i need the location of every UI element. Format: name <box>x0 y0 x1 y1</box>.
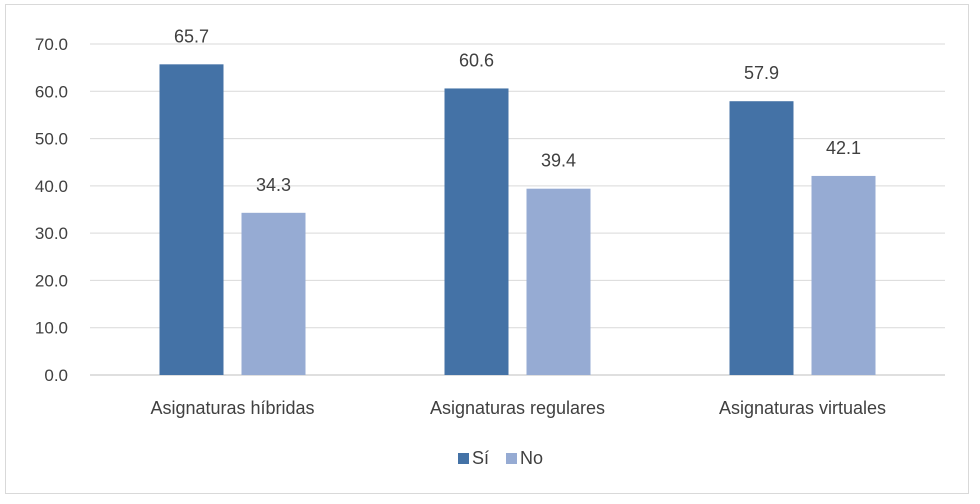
y-tick-label: 30.0 <box>35 224 68 243</box>
data-label: 60.6 <box>459 50 494 70</box>
category-label: Asignaturas virtuales <box>719 398 886 418</box>
data-label: 39.4 <box>541 151 576 171</box>
data-label: 42.1 <box>826 138 861 158</box>
y-tick-label: 0.0 <box>44 366 68 385</box>
bar <box>241 212 306 375</box>
y-tick-label: 40.0 <box>35 177 68 196</box>
legend-swatch <box>458 453 469 464</box>
bar <box>811 175 876 375</box>
bar <box>526 188 591 375</box>
y-tick-label: 10.0 <box>35 319 68 338</box>
data-label: 57.9 <box>744 63 779 83</box>
y-tick-label: 20.0 <box>35 271 68 290</box>
bar <box>729 101 794 376</box>
category-label: Asignaturas híbridas <box>150 398 314 418</box>
legend-swatch <box>506 453 517 464</box>
y-tick-label: 50.0 <box>35 130 68 149</box>
data-label: 34.3 <box>256 175 291 195</box>
bar <box>444 88 509 375</box>
y-tick-label: 70.0 <box>35 35 68 54</box>
bar <box>159 64 224 375</box>
data-label: 65.7 <box>174 26 209 46</box>
category-label: Asignaturas regulares <box>430 398 605 418</box>
legend-label: Sí <box>472 448 489 468</box>
y-tick-label: 60.0 <box>35 82 68 101</box>
legend-label: No <box>520 448 543 468</box>
